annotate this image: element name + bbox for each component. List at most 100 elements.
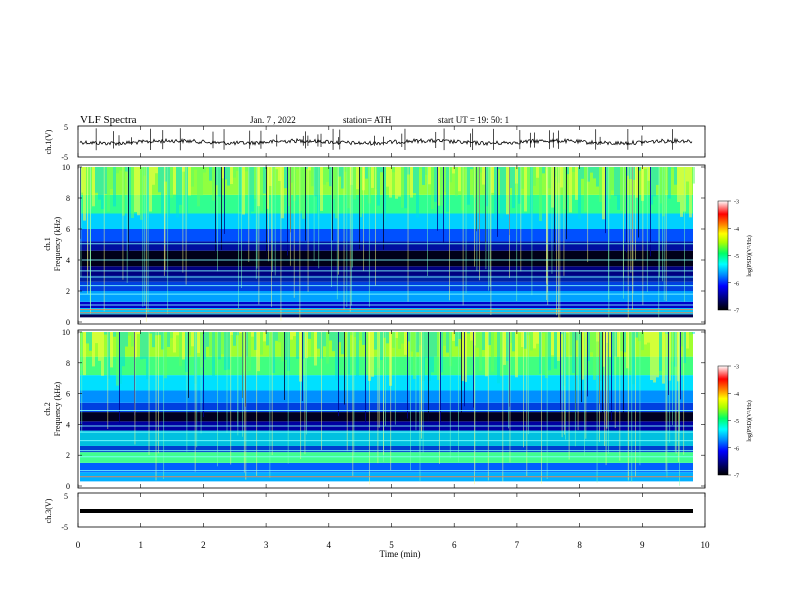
- spectrogram-texture: [131, 167, 134, 218]
- ch1-ytick-top: 5: [64, 123, 68, 132]
- spectrogram-streak: [623, 332, 624, 414]
- spectrogram-texture: [155, 167, 158, 174]
- spectrogram-texture: [644, 167, 647, 169]
- spectrogram-streak: [638, 167, 639, 238]
- spectrogram-texture: [692, 332, 695, 334]
- spectrogram-texture: [257, 332, 260, 372]
- spectrogram-streak: [383, 167, 384, 250]
- spectrogram-texture: [497, 167, 500, 170]
- spectrogram-texture: [395, 167, 398, 199]
- spectrogram-streak: [566, 167, 567, 240]
- spectrogram-texture: [272, 332, 275, 374]
- spectrogram-texture: [131, 332, 134, 347]
- spectrogram-texture: [554, 167, 557, 177]
- spectrogram-texture: [536, 167, 539, 178]
- spectrogram-band: [80, 229, 693, 242]
- spectrogram-texture: [482, 167, 485, 185]
- spectrogram-texture: [668, 167, 671, 199]
- spectrogram-texture: [608, 332, 611, 357]
- spectrogram-texture: [425, 332, 428, 358]
- spectrogram-texture: [347, 167, 350, 209]
- x-axis-label: Time (min): [380, 549, 421, 559]
- spectrogram-streak: [509, 332, 510, 407]
- spectrogram-texture: [590, 167, 593, 173]
- spectrogram-texture: [128, 167, 131, 219]
- spectrogram-texture: [422, 167, 425, 185]
- spectrogram-texture: [560, 332, 563, 335]
- spectrogram-texture: [509, 332, 512, 343]
- spectrogram-texture: [545, 332, 548, 379]
- spectrogram-texture: [692, 167, 695, 184]
- spectrogram-texture: [542, 167, 545, 174]
- spectrogram-streak: [497, 167, 498, 237]
- spectrogram-texture: [452, 332, 455, 341]
- spectrogram-texture: [560, 167, 563, 188]
- spectrogram-texture: [629, 332, 632, 371]
- spectrogram-texture: [689, 332, 692, 335]
- spectrogram-texture: [182, 332, 185, 360]
- spectrogram-streak: [224, 167, 225, 234]
- spectrogram-texture: [401, 167, 404, 208]
- spectrogram-texture: [635, 167, 638, 198]
- spectrogram-texture: [413, 332, 416, 379]
- spectrogram-texture: [479, 332, 482, 371]
- spectrogram-texture: [416, 332, 419, 353]
- spectrogram-texture: [92, 167, 95, 207]
- spectrogram-texture: [647, 332, 650, 343]
- spectrogram-texture: [509, 167, 512, 189]
- spectrogram-texture: [371, 332, 374, 377]
- spectrogram-texture: [452, 167, 455, 174]
- spectrogram-texture: [251, 167, 254, 212]
- spectrogram-streak: [221, 167, 222, 250]
- colorbar-tick-label: -4: [734, 392, 739, 398]
- spectrogram-texture: [689, 167, 692, 218]
- spectrogram-texture: [125, 332, 128, 347]
- spectrogram-texture: [242, 332, 245, 372]
- spectrogram-texture: [533, 332, 536, 349]
- spectrogram-texture: [125, 167, 128, 172]
- spectrogram-texture: [482, 332, 485, 351]
- y-tick-label: 6: [66, 225, 70, 234]
- spectrogram-texture: [578, 332, 581, 380]
- spectrogram-streak: [680, 332, 681, 400]
- ch1-colorbar-gradient: [717, 200, 729, 311]
- x-axis-ticks: 0 1 2 3 4 5 6 7 8 9 10: [76, 126, 710, 550]
- spectrogram-streak: [332, 167, 333, 241]
- spectrogram-band: [80, 390, 693, 403]
- spectrogram-texture: [293, 332, 296, 337]
- spectrogram-streak: [581, 332, 582, 403]
- spectrogram-texture: [335, 167, 338, 219]
- spectrogram-texture: [680, 332, 683, 347]
- spectrogram-texture: [170, 332, 173, 339]
- spectrogram-streak: [215, 167, 216, 254]
- spectrogram-texture: [497, 332, 500, 384]
- spectrogram-texture: [470, 332, 473, 341]
- spectrogram-texture: [215, 167, 218, 186]
- spectrogram-texture: [221, 167, 224, 179]
- spectrogram-texture: [569, 167, 572, 213]
- spectrogram-texture: [632, 167, 635, 180]
- ch2-colorbar-ticks: -3 -4 -5 -6 -7: [728, 365, 739, 480]
- spectrogram-texture: [620, 167, 623, 211]
- spectrogram-texture: [107, 332, 110, 379]
- spectrogram-texture: [617, 332, 620, 357]
- spectrogram-streak: [605, 332, 606, 424]
- spectrogram-texture: [281, 167, 284, 219]
- spectrogram-texture: [302, 167, 305, 219]
- spectrogram-texture: [206, 332, 209, 347]
- spectrogram-texture: [596, 332, 599, 342]
- spectrogram-texture: [191, 167, 194, 187]
- spectrogram-texture: [437, 167, 440, 206]
- spectrogram-texture: [443, 167, 446, 193]
- spectrogram-texture: [200, 332, 203, 368]
- spectrogram-texture: [626, 167, 629, 176]
- spectrogram-streak: [203, 332, 204, 418]
- spectrogram-texture: [479, 167, 482, 173]
- spectrogram-texture: [671, 167, 674, 170]
- spectrogram-texture: [308, 332, 311, 339]
- spectrogram-texture: [506, 332, 509, 361]
- spectrogram-texture: [461, 332, 464, 381]
- spectrogram-texture: [356, 332, 359, 376]
- spectrogram-texture: [380, 167, 383, 173]
- spectrogram-texture: [524, 332, 527, 349]
